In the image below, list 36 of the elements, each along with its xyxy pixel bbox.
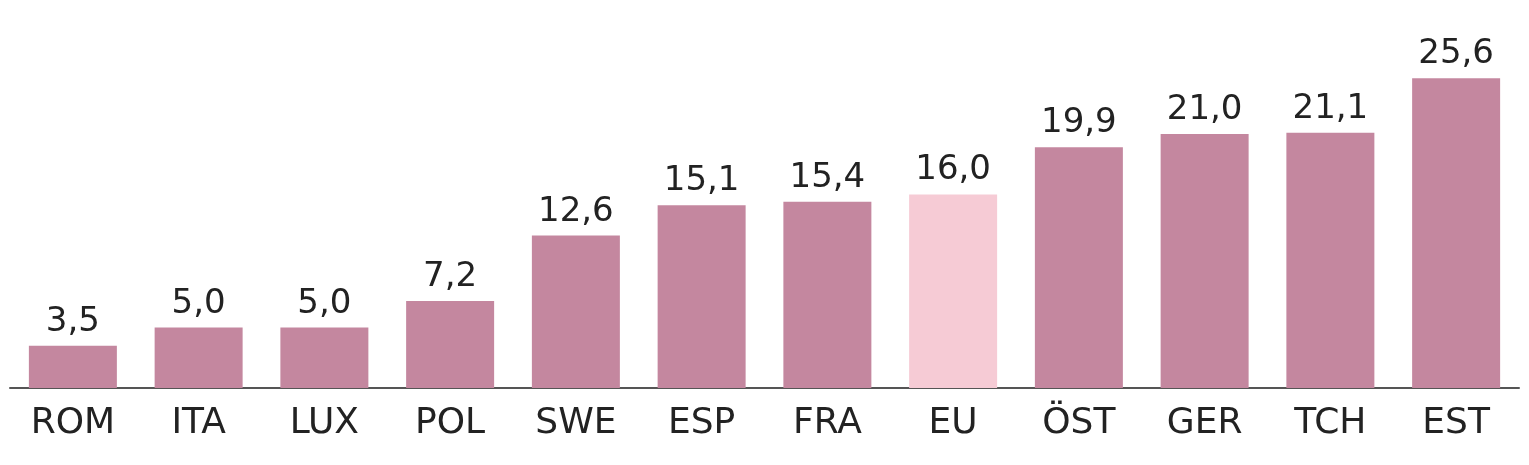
data-label: 7,2 [423, 253, 478, 294]
bar [1412, 78, 1501, 388]
data-label: 25,6 [1418, 31, 1494, 72]
bar [1286, 132, 1375, 388]
x-tick-label: EU [928, 399, 978, 441]
bar [1160, 133, 1249, 388]
data-label: 15,1 [663, 158, 740, 199]
data-label: 5,0 [297, 280, 352, 321]
data-label: 15,4 [789, 154, 866, 195]
x-tick-label: LUX [289, 399, 360, 441]
x-tick-label: SWE [535, 399, 617, 441]
x-tick-label: ÖST [1042, 399, 1117, 441]
bar [531, 235, 620, 388]
data-label: 19,9 [1041, 100, 1117, 141]
data-label: 16,0 [915, 147, 991, 188]
x-tick-label: POL [415, 399, 486, 441]
bar [783, 201, 872, 388]
bar [154, 327, 243, 388]
x-tick-label: GER [1166, 399, 1243, 441]
x-tick-label: ESP [667, 399, 736, 441]
data-label: 21,0 [1166, 86, 1243, 127]
bar [406, 300, 495, 388]
bar [280, 327, 369, 388]
x-tick-label: TCH [1293, 399, 1367, 441]
bar [657, 205, 746, 388]
data-label: 12,6 [538, 188, 614, 229]
bar [1034, 147, 1123, 388]
bar [909, 194, 998, 388]
data-label: 21,1 [1292, 85, 1369, 126]
x-tick-label: FRA [792, 399, 863, 441]
data-label: 5,0 [171, 280, 226, 321]
data-label: 3,5 [45, 298, 100, 339]
bar [28, 345, 117, 388]
x-tick-label: EST [1422, 399, 1491, 441]
x-tick-label: ITA [171, 399, 227, 441]
x-tick-label: ROM [30, 399, 116, 441]
